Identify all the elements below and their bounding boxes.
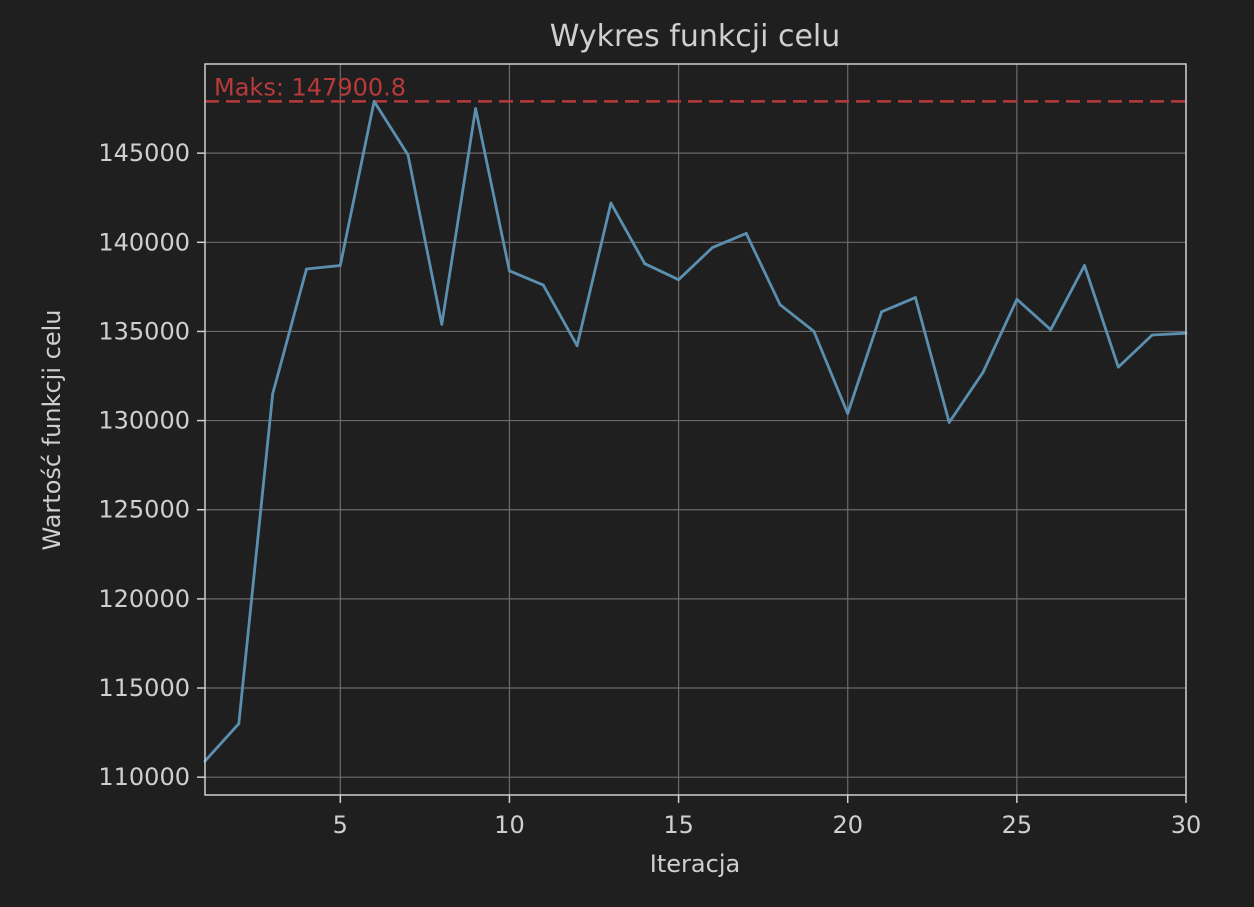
data-point	[508, 269, 511, 273]
data-point	[643, 262, 647, 266]
y-tick-label: 110000	[98, 763, 190, 791]
y-axis-label: Wartość funkcji celu	[38, 310, 66, 551]
data-point	[474, 107, 478, 110]
max-line-layer: Maks: 147900.8	[205, 73, 1186, 103]
data-point	[812, 330, 816, 333]
y-tick-label: 125000	[98, 496, 190, 524]
data-point	[1049, 328, 1053, 332]
x-axis-label: Iteracja	[650, 850, 740, 878]
data-point	[237, 722, 241, 726]
x-tick-label: 5	[333, 811, 348, 839]
max-value-label: Maks: 147900.8	[214, 73, 406, 101]
data-point	[913, 296, 917, 299]
y-tick-label: 115000	[98, 674, 190, 702]
data-point	[338, 264, 342, 267]
chart-title: Wykres funkcji celu	[550, 19, 841, 54]
data-point	[575, 344, 579, 348]
data-point	[711, 246, 714, 250]
data-point	[440, 322, 444, 326]
data-point	[744, 231, 748, 235]
x-tick-label: 30	[1171, 811, 1202, 839]
data-point	[677, 278, 680, 282]
data-point	[846, 412, 850, 415]
grid-layer	[205, 64, 1187, 795]
x-tick-label: 10	[494, 811, 525, 839]
x-axis-ticks: 5 10 15 20 25 30	[333, 795, 1202, 839]
x-tick-label: 15	[663, 811, 694, 839]
y-tick-label: 145000	[98, 139, 190, 167]
data-point	[609, 201, 613, 205]
plot-area-frame	[204, 63, 1187, 796]
data-point	[1015, 297, 1019, 301]
y-axis-ticks: 110000 115000 120000 125000 130000 135000 1400…	[98, 139, 205, 791]
series-layer	[203, 100, 1188, 763]
data-point	[271, 392, 275, 396]
y-tick-label: 135000	[98, 317, 190, 345]
data-point	[778, 303, 782, 307]
x-tick-label: 25	[1002, 811, 1033, 839]
data-point	[1150, 333, 1154, 337]
data-point	[1083, 264, 1086, 267]
data-point	[1116, 365, 1120, 369]
y-tick-label: 120000	[98, 585, 190, 613]
data-point	[981, 371, 985, 374]
data-point	[406, 153, 410, 157]
data-point	[305, 267, 308, 271]
y-tick-label: 140000	[98, 228, 190, 256]
y-tick-label: 130000	[98, 407, 190, 435]
data-point	[372, 100, 376, 103]
x-tick-label: 20	[832, 811, 863, 839]
data-point	[947, 420, 951, 424]
data-point	[541, 283, 545, 287]
objective-series-line	[203, 100, 1187, 763]
data-point	[880, 310, 883, 314]
